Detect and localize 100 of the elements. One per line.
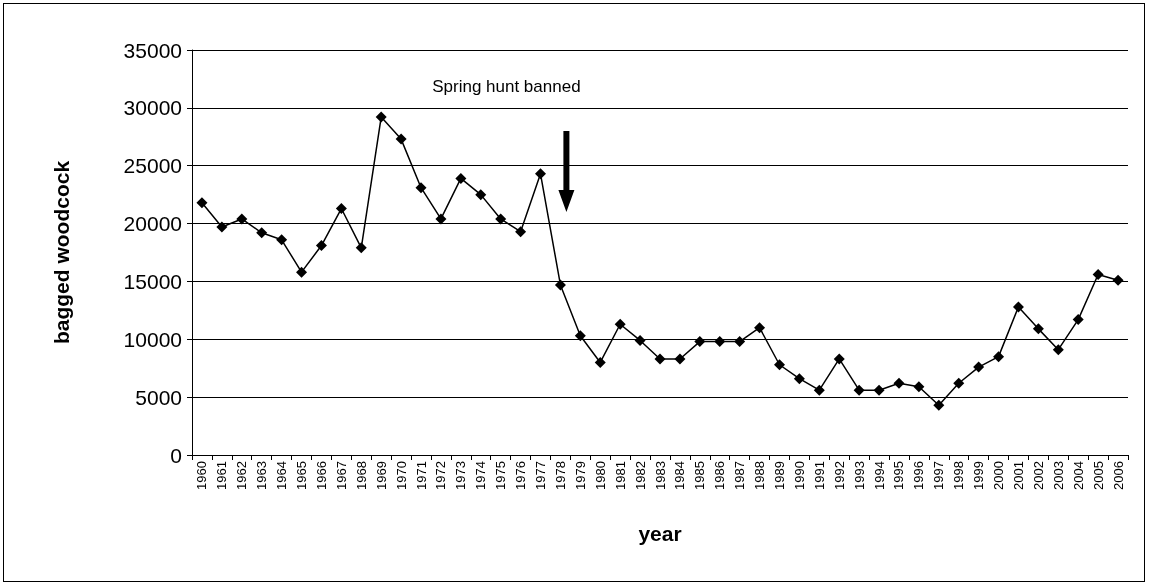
point (435, 213, 447, 225)
point (773, 359, 785, 371)
y-tick-label: 30000 (123, 96, 182, 120)
x-tick-label: 1982 (632, 461, 648, 490)
y-tick-label: 25000 (123, 154, 182, 178)
x-tick-label: 2003 (1050, 461, 1066, 490)
point (634, 334, 646, 346)
point (475, 189, 487, 201)
x-tick-label: 1999 (971, 461, 987, 490)
point (614, 318, 626, 330)
point (574, 330, 586, 342)
point (355, 242, 367, 254)
x-tick-label: 1966 (313, 461, 329, 490)
x-tick-label: 2005 (1090, 461, 1106, 490)
y-axis-title: bagged woodcock (50, 160, 73, 345)
point (554, 279, 566, 291)
point (993, 351, 1005, 363)
x-tick-label: 1969 (373, 461, 389, 490)
x-tick-label: 2002 (1030, 461, 1046, 490)
x-tick-label: 1980 (592, 461, 608, 490)
x-tick-label: 2006 (1110, 461, 1126, 490)
x-tick-label: 1985 (692, 461, 708, 490)
point (196, 197, 208, 209)
x-tick-label: 1972 (433, 461, 449, 490)
point (276, 234, 288, 246)
point (335, 203, 347, 215)
point (236, 213, 248, 225)
point (455, 172, 467, 184)
x-tick-label: 1998 (951, 461, 967, 490)
x-tick-label: 1988 (752, 461, 768, 490)
point (296, 266, 308, 278)
x-axis-title: year (638, 522, 682, 545)
point (315, 240, 327, 252)
point (694, 336, 706, 348)
x-tick-label: 1976 (513, 461, 529, 490)
x-tick-label: 1994 (871, 461, 887, 490)
x-tick-label: 1965 (294, 461, 310, 490)
point (256, 227, 268, 239)
point (853, 384, 865, 396)
point (1112, 274, 1124, 286)
y-tick-label: 10000 (123, 327, 182, 351)
point (216, 221, 228, 233)
point (1032, 323, 1044, 335)
point (873, 384, 885, 396)
x-tick-label: 1989 (771, 461, 787, 490)
x-tick-label: 1964 (274, 461, 290, 490)
x-tick-label: 1977 (533, 461, 549, 490)
point (1012, 301, 1024, 313)
x-tick-label: 1960 (194, 461, 210, 490)
x-tick-label: 2001 (1010, 461, 1026, 490)
point (674, 353, 686, 365)
point (933, 399, 945, 411)
point (833, 353, 845, 365)
x-tick-label: 1979 (572, 461, 588, 490)
x-tick-label: 2000 (991, 461, 1007, 490)
x-tick-label: 1975 (493, 461, 509, 490)
x-tick-label: 1995 (891, 461, 907, 490)
x-tick-label: 1970 (393, 461, 409, 490)
x-tick-label: 2004 (1070, 461, 1086, 490)
point (913, 381, 925, 393)
point (893, 377, 905, 389)
x-tick-label: 1968 (353, 461, 369, 490)
point (654, 353, 666, 365)
x-tick-label: 1973 (453, 461, 469, 490)
x-tick-label: 1986 (712, 461, 728, 490)
y-tick-label: 15000 (123, 269, 182, 293)
point (714, 336, 726, 348)
y-tick-label: 35000 (123, 38, 182, 62)
point (793, 373, 805, 385)
point (535, 168, 547, 180)
point (973, 361, 985, 373)
point (594, 356, 606, 368)
point (495, 213, 507, 225)
y-tick-label: 20000 (123, 212, 182, 236)
x-tick-label: 1991 (811, 461, 827, 490)
x-tick-label: 1961 (214, 461, 230, 490)
point (515, 226, 527, 238)
point (395, 133, 407, 145)
annotation: Spring hunt banned (432, 77, 581, 97)
point (415, 182, 427, 194)
x-tick-label: 1996 (911, 461, 927, 490)
point (1072, 314, 1084, 326)
x-tick-label: 1983 (652, 461, 668, 490)
y-tick-label: 5000 (135, 385, 182, 409)
x-tick-label: 1984 (672, 461, 688, 490)
x-tick-label: 1992 (831, 461, 847, 490)
x-tick-label: 1981 (612, 461, 628, 490)
y-tick-label: 0 (170, 443, 182, 467)
x-tick-label: 1962 (234, 461, 250, 490)
point (1052, 344, 1064, 356)
point (734, 336, 746, 348)
point (813, 384, 825, 396)
x-tick-label: 1993 (851, 461, 867, 490)
x-tick-label: 1997 (931, 461, 947, 490)
point (1092, 268, 1104, 280)
point (953, 377, 965, 389)
x-tick-label: 1967 (333, 461, 349, 490)
point (754, 322, 766, 334)
x-tick-label: 1987 (732, 461, 748, 490)
x-tick-label: 1963 (254, 461, 270, 490)
